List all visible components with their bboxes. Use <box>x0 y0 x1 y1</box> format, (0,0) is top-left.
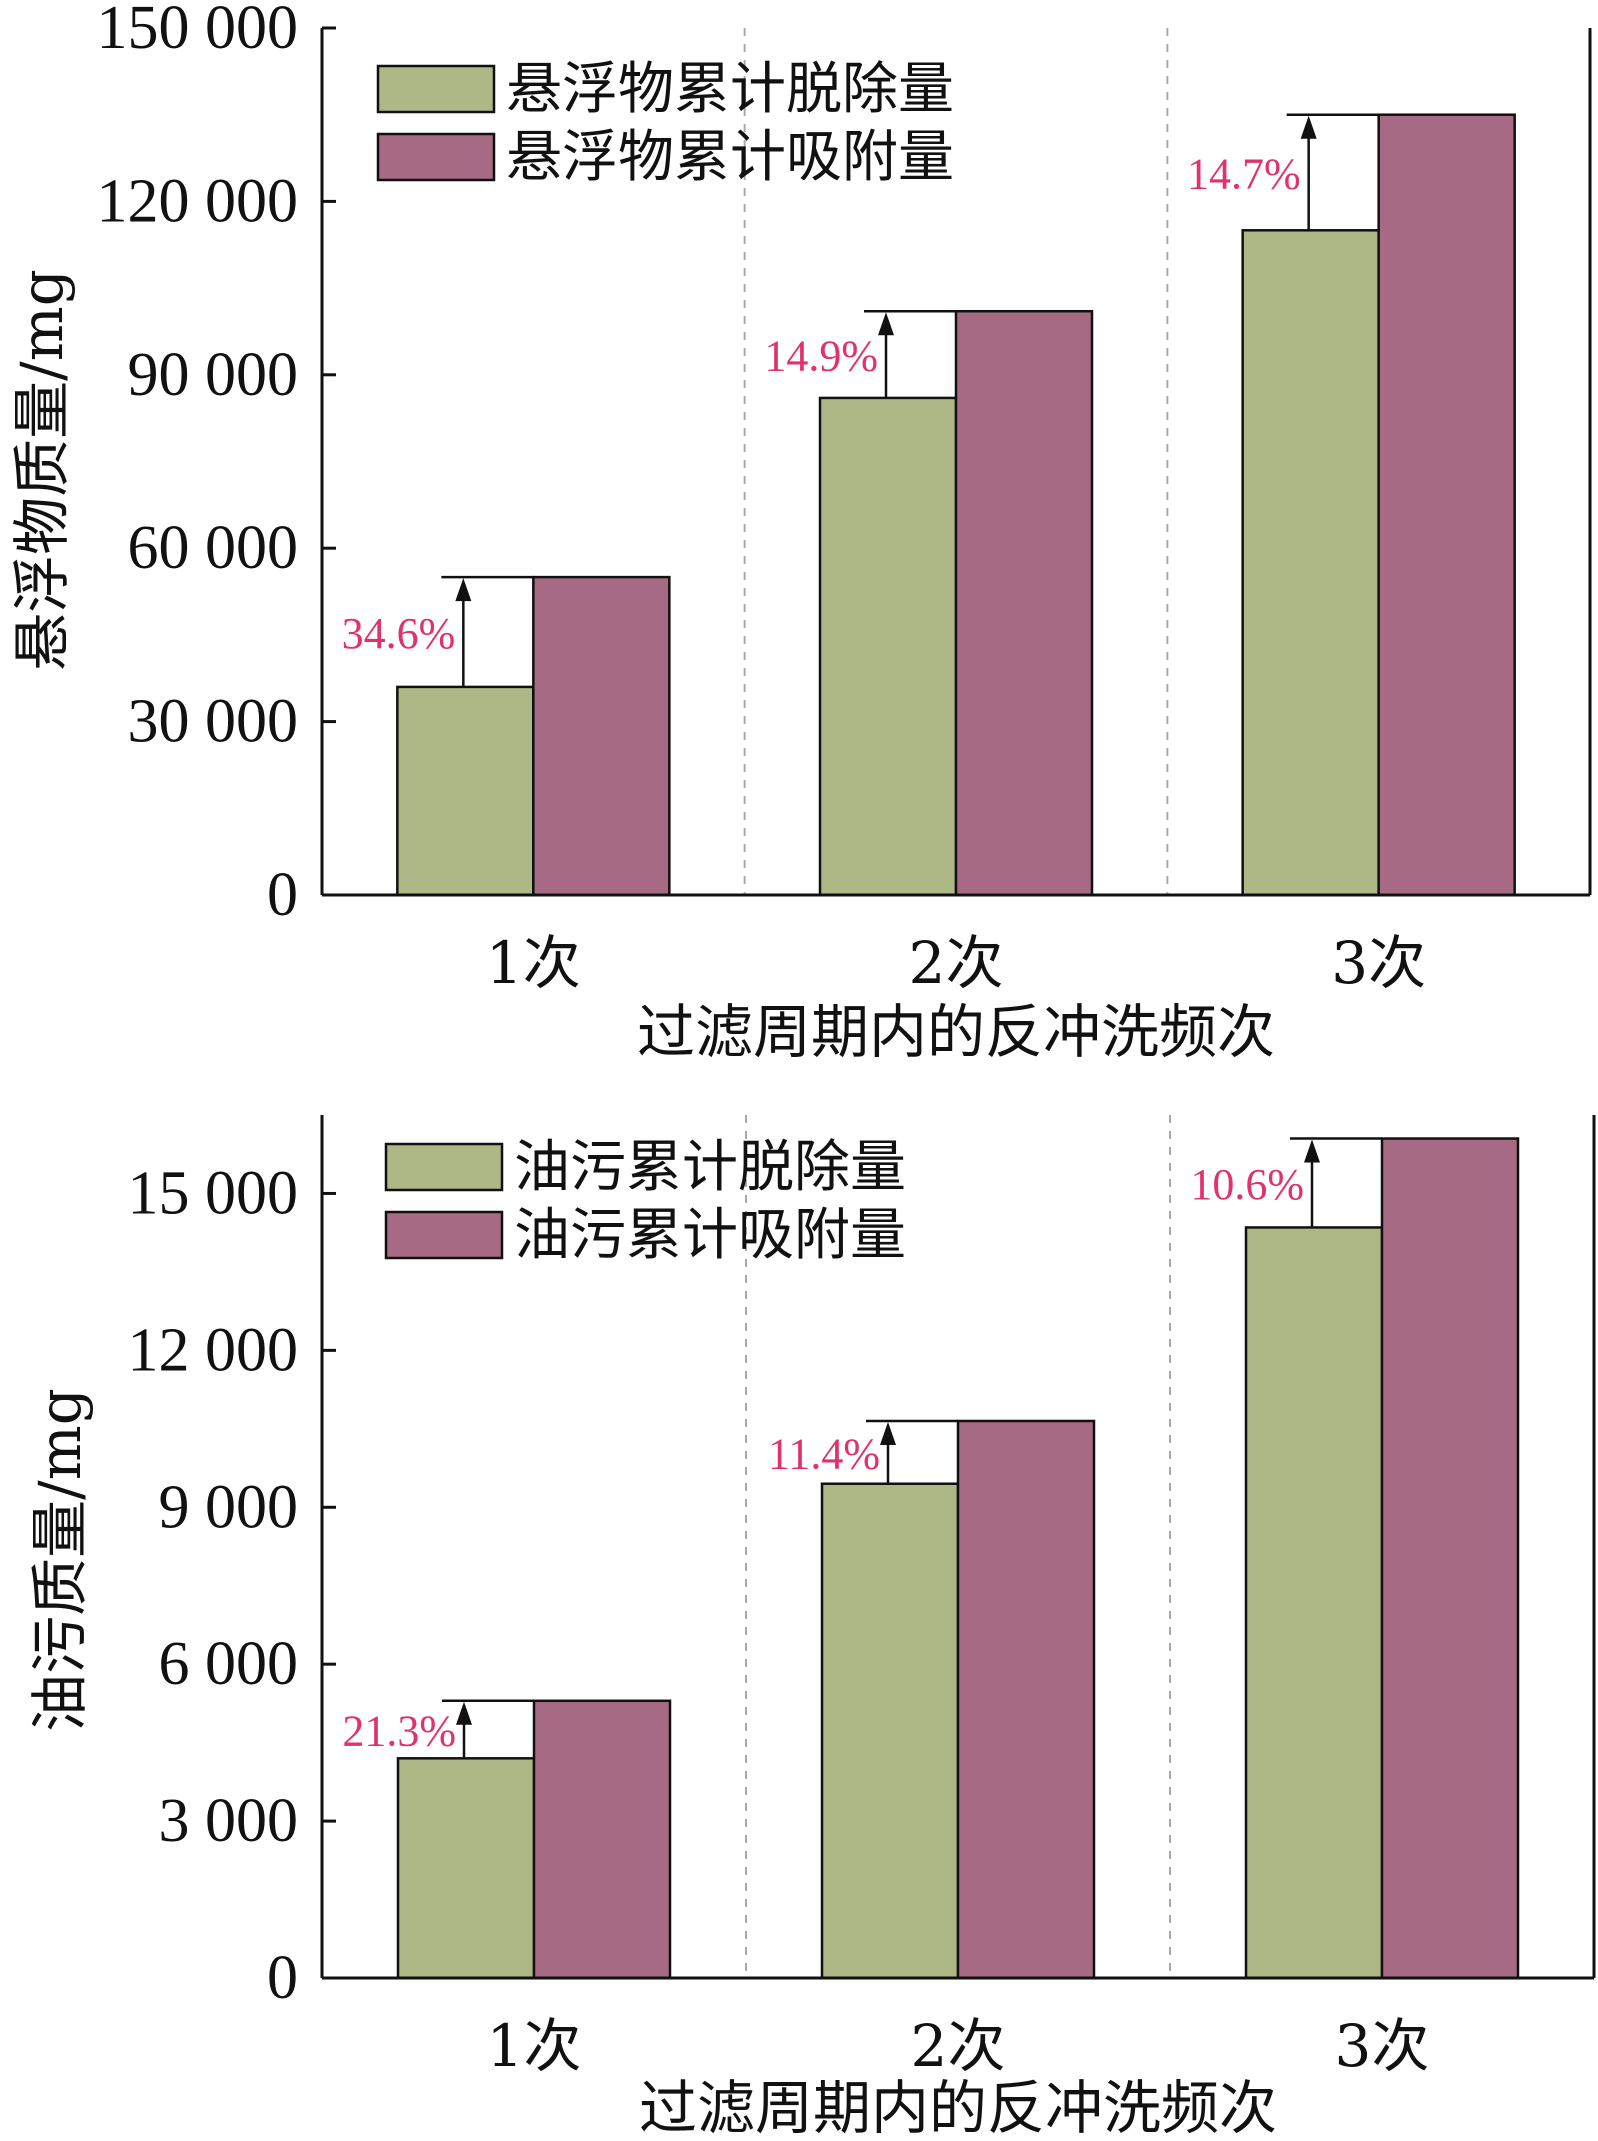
bar-adsorption-3 <box>1380 1137 1520 1980</box>
x-tick-label: 2次 <box>911 2012 1006 2080</box>
legend-swatch <box>384 1210 504 1260</box>
legend-swatch <box>376 132 496 182</box>
oil-chart: 21.3% 1次 11.4% 2次 10.6% 3次 0 3 000 6 000 9 000 12 … <box>26 1115 1596 2141</box>
bar-adsorption-1 <box>532 1699 672 1980</box>
difference-arrow-head <box>1304 1139 1320 1163</box>
x-tick-label: 2次 <box>909 929 1004 997</box>
bar-adsorption-3 <box>1377 113 1516 897</box>
x-axis-label: 过滤周期内的反冲洗频次 <box>639 2074 1277 2141</box>
difference-percent-label: 11.4% <box>768 1429 880 1478</box>
legend-label: 悬浮物累计吸附量 <box>506 125 954 190</box>
difference-percent-label: 21.3% <box>342 1707 456 1756</box>
y-tick-label: 12 000 <box>128 1316 299 1384</box>
y-tick-label: 90 000 <box>128 341 299 409</box>
x-tick-label: 3次 <box>1331 929 1426 997</box>
x-tick-label: 1次 <box>486 929 581 997</box>
y-tick-label: 30 000 <box>128 688 299 756</box>
legend-swatch <box>376 64 496 114</box>
bar-removal-2 <box>820 1482 960 1980</box>
suspended-solids-chart: 34.6% 1次 14.9% 2次 14.7% 3次 0 30 000 60 000 90 000… <box>8 0 1592 1066</box>
bar-adsorption-2 <box>954 309 1094 897</box>
y-tick-label: 0 <box>267 861 298 929</box>
legend-label: 悬浮物累计脱除量 <box>506 57 954 122</box>
y-tick-label: 120 000 <box>97 167 299 235</box>
difference-percent-label: 14.7% <box>1187 150 1301 199</box>
bar-removal-3 <box>1241 229 1380 897</box>
x-tick-label: 3次 <box>1335 2012 1430 2080</box>
difference-percent-label: 34.6% <box>342 609 456 658</box>
y-tick-label: 0 <box>267 1944 298 2012</box>
difference-arrow-head <box>455 578 472 602</box>
x-tick-label: 1次 <box>487 2012 582 2080</box>
difference-percent-label: 14.9% <box>764 332 878 381</box>
x-axis-label: 过滤周期内的反冲洗频次 <box>637 998 1275 1066</box>
difference-arrow-head <box>456 1701 472 1725</box>
difference-percent-label: 10.6% <box>1190 1160 1304 1209</box>
y-tick-label: 9 000 <box>159 1473 299 1541</box>
y-tick-label: 60 000 <box>128 514 299 582</box>
bar-removal-1 <box>396 685 535 897</box>
y-axis-label: 悬浮物质量/mg <box>8 269 76 671</box>
y-tick-label: 15 000 <box>128 1159 299 1227</box>
y-tick-label: 6 000 <box>159 1630 299 1698</box>
difference-arrow-head <box>880 1421 896 1445</box>
difference-arrow-head <box>878 312 894 336</box>
y-tick-label: 3 000 <box>159 1787 299 1855</box>
bar-adsorption-2 <box>956 1419 1096 1980</box>
legend-label: 油污累计脱除量 <box>514 1135 906 1200</box>
y-tick-label: 150 000 <box>97 0 299 62</box>
bar-adsorption-1 <box>532 575 671 897</box>
difference-arrow-head <box>1300 115 1317 139</box>
bar-removal-2 <box>818 396 958 897</box>
y-axis-label: 油污质量/mg <box>26 1388 94 1732</box>
bar-removal-3 <box>1244 1226 1384 1980</box>
legend-swatch <box>384 1142 504 1192</box>
legend-label: 油污累计吸附量 <box>514 1203 906 1268</box>
bar-removal-1 <box>396 1757 536 1980</box>
